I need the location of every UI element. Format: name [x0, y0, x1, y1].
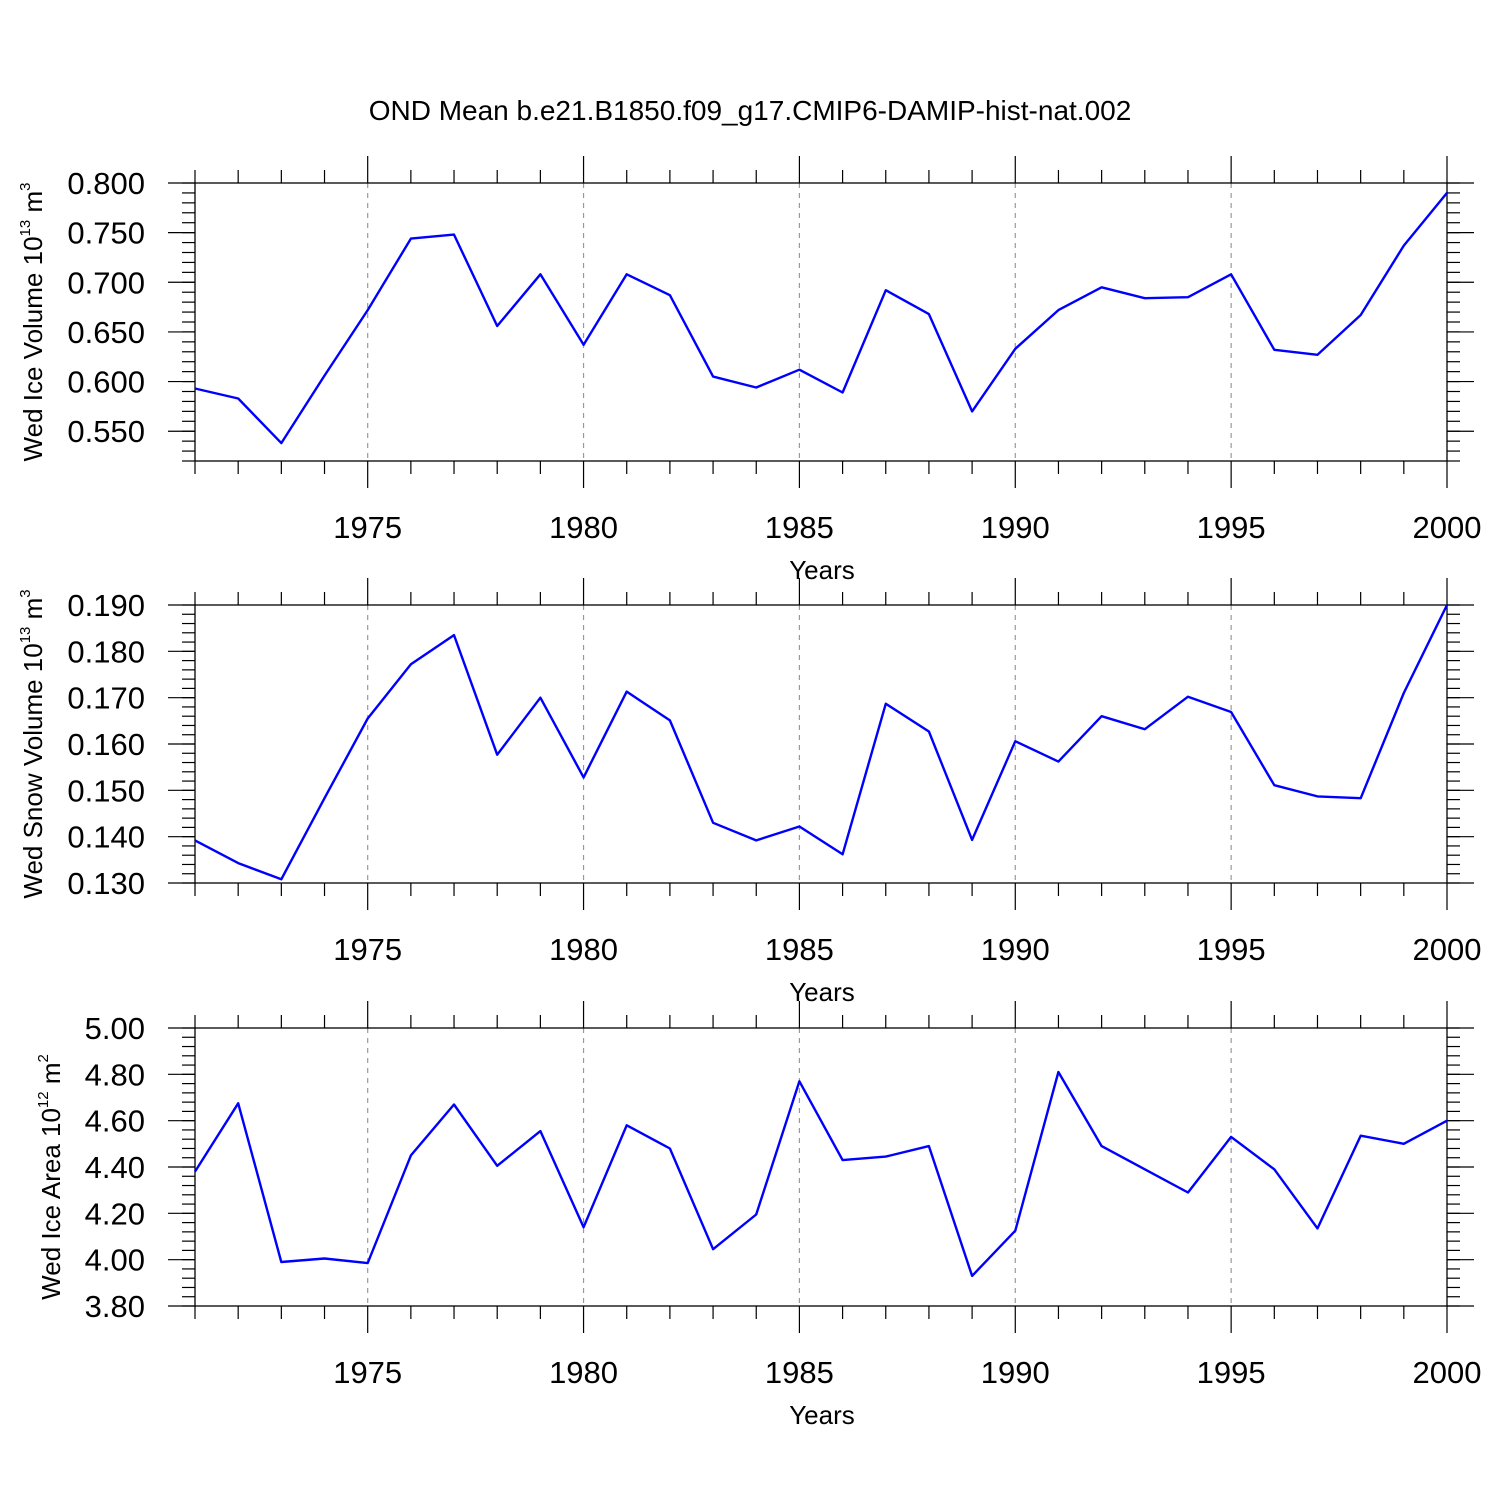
y-axis-title-superscript: 13: [17, 627, 34, 644]
y-axis-title-superscript: 12: [35, 1091, 52, 1108]
y-axis-title-superscript: 3: [17, 589, 34, 597]
x-tick-label: 1980: [549, 510, 618, 545]
y-tick-label: 4.80: [85, 1057, 145, 1092]
x-tick-label: 1995: [1197, 1355, 1266, 1390]
x-tick-label: 1975: [333, 932, 402, 967]
y-tick-label: 4.40: [85, 1150, 145, 1185]
y-axis-title: Wed Ice Volume 1013 m3: [17, 183, 48, 462]
x-tick-label: 1990: [981, 1355, 1050, 1390]
x-tick-label: 1975: [333, 510, 402, 545]
y-tick-label: 0.170: [67, 681, 145, 716]
y-tick-label: 0.190: [67, 588, 145, 623]
y-axis-title-superscript: 2: [35, 1054, 52, 1062]
plot-frame: [194, 1027, 1448, 1307]
figure-title: OND Mean b.e21.B1850.f09_g17.CMIP6-DAMIP…: [369, 95, 1132, 126]
y-axis-title-text: Wed Snow Volume 10: [18, 643, 48, 898]
x-tick-label: 2000: [1413, 510, 1482, 545]
x-axis-title: Years: [789, 1400, 855, 1430]
y-tick-label: 3.80: [85, 1289, 145, 1324]
y-axis-title-superscript: 3: [17, 183, 34, 191]
y-tick-label: 0.550: [67, 414, 145, 449]
chart-panel-1: 0.550 0.600 0.650 0.700 0.750 0.800 1975 1980 19…: [17, 156, 1481, 585]
series-line: [194, 192, 1448, 445]
x-tick-label: 2000: [1413, 932, 1482, 967]
y-tick-label: 0.600: [67, 365, 145, 400]
y-tick-label: 4.60: [85, 1104, 145, 1139]
y-tick-label: 0.800: [67, 166, 145, 201]
x-tick-label: 1990: [981, 510, 1050, 545]
series-line: [193, 1070, 1448, 1278]
y-axis-title-superscript: 13: [17, 220, 34, 237]
y-tick-label: 0.160: [67, 727, 145, 762]
y-tick-label: 4.20: [85, 1196, 145, 1231]
y-axis-title: Wed Ice Area 1012 m2: [35, 1054, 66, 1300]
y-tick-label: 0.700: [67, 265, 145, 300]
x-axis-title: Years: [789, 977, 855, 1007]
y-tick-label: 0.150: [67, 773, 145, 808]
x-tick-label: 1980: [549, 1355, 618, 1390]
x-axis-title: Years: [789, 555, 855, 585]
y-tick-label: 0.650: [67, 315, 145, 350]
y-tick-label: 4.00: [85, 1243, 145, 1278]
y-axis-title: Wed Snow Volume 1013 m3: [17, 589, 48, 898]
y-axis-title-text: m: [18, 598, 48, 627]
y-tick-label: 0.130: [67, 866, 145, 901]
x-tick-label: 1975: [333, 1355, 402, 1390]
y-axis-title-text: m: [36, 1063, 66, 1092]
x-tick-label: 1985: [765, 932, 834, 967]
x-tick-label: 1995: [1197, 510, 1266, 545]
y-axis-title-text: m: [18, 191, 48, 220]
y-tick-label: 5.00: [85, 1011, 145, 1046]
series-line: [194, 604, 1449, 881]
y-axis-title-text: Wed Ice Volume 10: [18, 236, 48, 461]
x-tick-label: 1990: [981, 932, 1050, 967]
panels: 0.550 0.600 0.650 0.700 0.750 0.800 1975 1980 19…: [17, 156, 1481, 1430]
x-tick-label: 1985: [765, 1355, 834, 1390]
y-tick-label: 0.180: [67, 634, 145, 669]
y-axis-title-text: Wed Ice Area 10: [36, 1108, 66, 1300]
x-tick-label: 1995: [1197, 932, 1266, 967]
y-tick-label: 0.140: [67, 820, 145, 855]
y-tick-label: 0.750: [67, 216, 145, 251]
x-tick-label: 2000: [1413, 1355, 1482, 1390]
chart-panel-2: 0.130 0.140 0.150 0.160 0.170 0.180 0.190 1975 1…: [17, 578, 1481, 1007]
x-tick-label: 1980: [549, 932, 618, 967]
chart-panel-3: 3.80 4.00 4.20 4.40 4.60 4.80 5.00 1975 1980 1985…: [35, 1001, 1481, 1430]
x-tick-label: 1985: [765, 510, 834, 545]
